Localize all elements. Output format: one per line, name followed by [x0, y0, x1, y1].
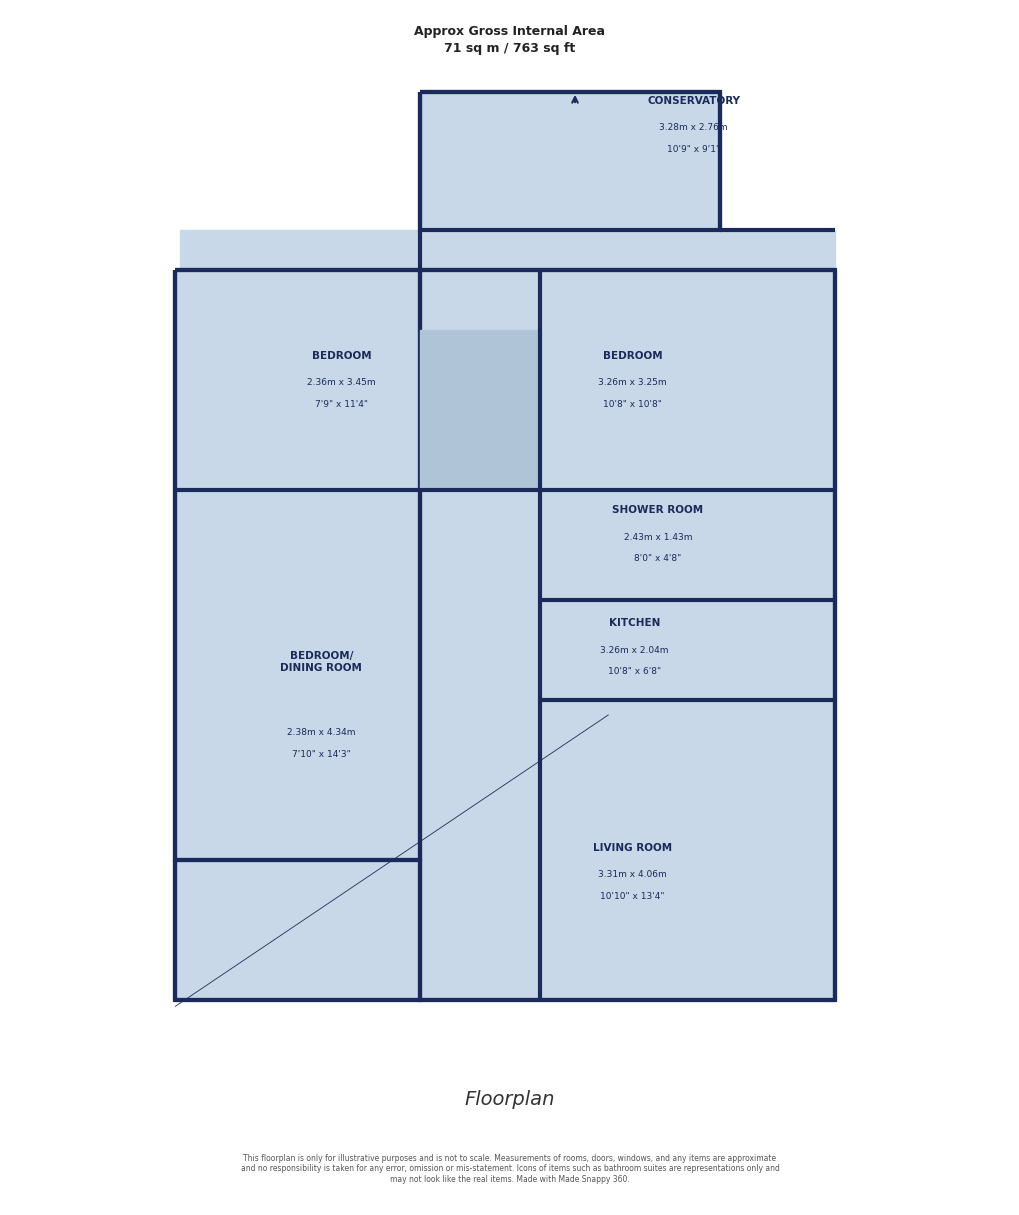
Text: 3.31m x 4.06m: 3.31m x 4.06m: [597, 870, 666, 880]
Text: 10'9" x 9'1": 10'9" x 9'1": [666, 145, 719, 154]
Text: Approx Gross Internal Area: Approx Gross Internal Area: [414, 26, 605, 38]
Text: SHOWER ROOM: SHOWER ROOM: [611, 505, 703, 515]
Text: CONSERVATORY: CONSERVATORY: [646, 96, 740, 106]
Text: BEDROOM: BEDROOM: [602, 351, 661, 361]
Text: 3.26m x 2.04m: 3.26m x 2.04m: [599, 645, 668, 655]
Text: 2.43m x 1.43m: 2.43m x 1.43m: [623, 532, 692, 542]
Text: BEDROOM/
DINING ROOM: BEDROOM/ DINING ROOM: [280, 651, 362, 673]
Text: 8'0" x 4'8": 8'0" x 4'8": [634, 554, 681, 564]
Polygon shape: [420, 330, 539, 490]
Polygon shape: [420, 270, 835, 1000]
Text: 3.28m x 2.76m: 3.28m x 2.76m: [658, 123, 728, 132]
Text: 10'8" x 10'8": 10'8" x 10'8": [602, 400, 661, 409]
Polygon shape: [175, 860, 420, 1000]
Text: BEDROOM: BEDROOM: [312, 351, 371, 361]
Text: Floorplan: Floorplan: [465, 1090, 554, 1109]
Polygon shape: [179, 230, 835, 1000]
Text: KITCHEN: KITCHEN: [608, 618, 659, 628]
Text: 7'10" x 14'3": 7'10" x 14'3": [291, 750, 351, 759]
Text: 71 sq m / 763 sq ft: 71 sq m / 763 sq ft: [444, 43, 575, 55]
Text: 2.38m x 4.34m: 2.38m x 4.34m: [286, 728, 356, 738]
Text: This floorplan is only for illustrative purposes and is not to scale. Measuremen: This floorplan is only for illustrative …: [240, 1154, 779, 1183]
Text: 2.36m x 3.45m: 2.36m x 3.45m: [307, 378, 376, 388]
Polygon shape: [175, 270, 420, 860]
Text: LIVING ROOM: LIVING ROOM: [592, 843, 672, 853]
Text: 3.26m x 3.25m: 3.26m x 3.25m: [597, 378, 666, 388]
Text: 7'9" x 11'4": 7'9" x 11'4": [315, 400, 368, 409]
Polygon shape: [420, 92, 719, 230]
Text: 10'8" x 6'8": 10'8" x 6'8": [607, 667, 660, 677]
Text: 10'10" x 13'4": 10'10" x 13'4": [599, 892, 664, 902]
